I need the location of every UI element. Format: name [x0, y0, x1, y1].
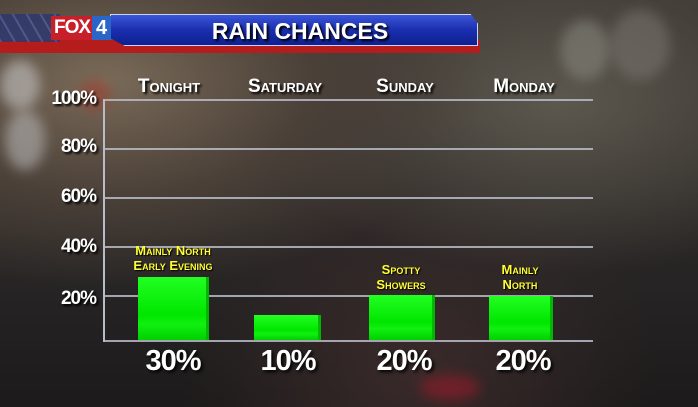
note-line: Spotty — [381, 262, 421, 277]
day-label-sunday: Sunday — [376, 76, 434, 97]
gridline-40 — [103, 246, 593, 248]
value-sunday: 20% — [376, 345, 432, 377]
background-bokeh — [420, 375, 480, 400]
background-bokeh — [0, 60, 40, 110]
header-decorative-stripes — [0, 14, 60, 42]
x-axis-baseline — [103, 340, 593, 342]
note-line: Showers — [376, 277, 426, 292]
header-banner — [110, 14, 478, 46]
bar-sunday — [369, 295, 435, 340]
note-tonight: Mainly North Early Evening — [113, 243, 233, 273]
background-bokeh — [5, 110, 45, 170]
bar-saturday — [254, 315, 321, 340]
gridline-20 — [103, 295, 593, 297]
fox-logo: FOX — [51, 16, 94, 40]
background-bokeh — [80, 80, 110, 110]
note-monday: Mainly North — [470, 262, 570, 292]
channel-number-logo: 4 — [92, 16, 112, 40]
background-bokeh — [560, 20, 610, 80]
y-tick-60: 60% — [60, 186, 97, 207]
y-tick-100: 100% — [51, 88, 97, 109]
note-sunday: Spotty Showers — [351, 262, 451, 292]
note-line: Mainly North — [135, 243, 211, 258]
background-bokeh — [610, 10, 670, 80]
value-monday: 20% — [495, 345, 551, 377]
y-tick-80: 80% — [60, 136, 97, 157]
gridline-60 — [103, 197, 593, 199]
y-tick-40: 40% — [60, 236, 97, 257]
page-title: RAIN CHANCES — [211, 18, 389, 44]
gridline-80 — [103, 148, 593, 150]
day-label-saturday: Saturday — [247, 76, 323, 97]
bar-monday — [489, 296, 553, 340]
day-label-monday: Monday — [493, 76, 555, 97]
value-saturday: 10% — [260, 345, 316, 377]
y-axis-line — [103, 99, 105, 342]
day-label-tonight: Tonight — [137, 76, 201, 97]
note-line: Mainly — [501, 262, 539, 277]
y-tick-20: 20% — [60, 288, 97, 309]
bar-tonight — [138, 277, 209, 340]
note-line: North — [502, 277, 538, 292]
gridline-100 — [103, 99, 593, 101]
note-line: Early Evening — [133, 258, 213, 273]
value-tonight: 30% — [145, 345, 201, 377]
